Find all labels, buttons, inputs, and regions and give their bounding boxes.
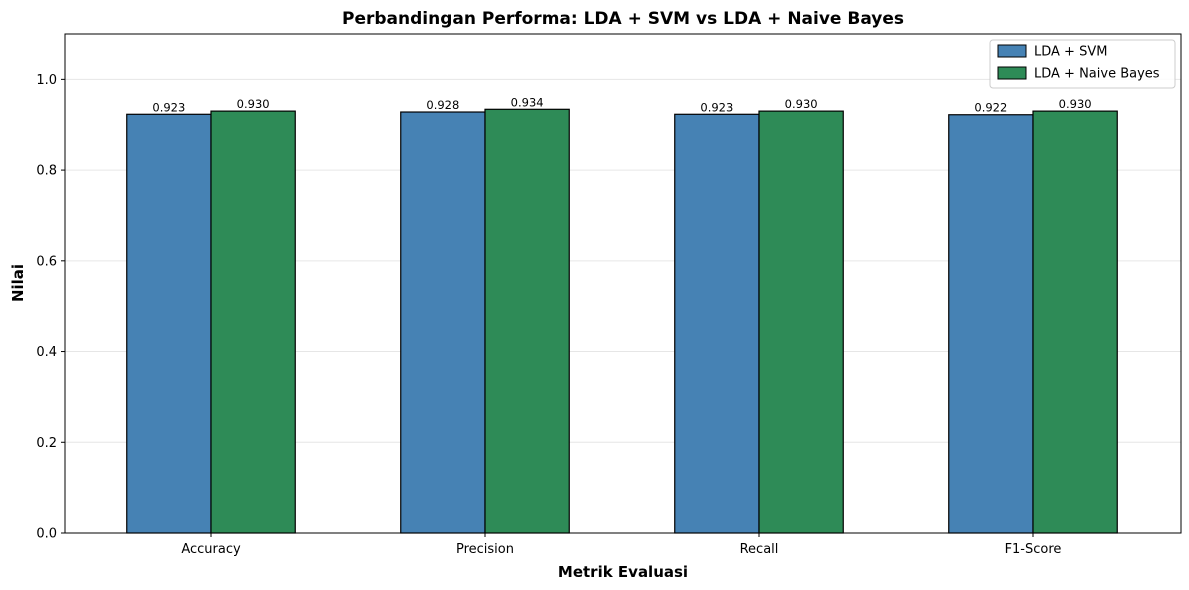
bar-svm [400, 111, 486, 534]
bar-svm [948, 114, 1034, 534]
bar-value-label: 0.930 [1059, 97, 1092, 111]
y-tick-label: 0.6 [36, 254, 57, 269]
bars [126, 108, 1118, 534]
bar-naive-bayes [484, 108, 570, 534]
y-axis-label: Nilai [9, 264, 27, 302]
legend-entry: LDA + SVM [1034, 45, 1107, 60]
bar-naive-bayes [210, 110, 296, 534]
bar-svm [674, 113, 760, 534]
legend-swatch [997, 66, 1027, 80]
y-tick-label: 0.8 [36, 164, 57, 179]
legend-entry: LDA + Naive Bayes [1034, 67, 1160, 82]
x-tick-label: Recall [740, 542, 779, 557]
bar-value-label: 0.922 [974, 101, 1007, 115]
y-tick-label: 0.2 [36, 436, 57, 451]
bar-value-label: 0.930 [785, 97, 818, 111]
y-tick-label: 1.0 [36, 73, 57, 88]
bar-naive-bayes [758, 110, 844, 534]
bar-value-label: 0.930 [237, 97, 270, 111]
bar-value-label: 0.928 [426, 98, 459, 112]
x-axis-label: Metrik Evaluasi [558, 563, 688, 581]
x-tick-label: Accuracy [181, 542, 241, 557]
x-axis-ticks: Accuracy Precision Recall F1-Score [181, 533, 1061, 557]
bar-value-label: 0.934 [511, 95, 544, 109]
legend-box [989, 39, 1176, 89]
y-tick-label: 0.0 [36, 527, 57, 542]
bar-svm [126, 113, 212, 534]
y-axis-ticks: 0.0 0.2 0.4 0.6 0.8 1.0 [36, 73, 65, 542]
x-tick-label: Precision [456, 542, 514, 557]
plot-area-frame [64, 33, 1182, 534]
value-labels: 0.923 0.930 0.928 0.934 0.923 0.930 0.922 0.930 [152, 95, 1091, 114]
y-tick-label: 0.4 [36, 345, 57, 360]
bar-value-label: 0.923 [700, 100, 733, 114]
chart-title: Perbandingan Performa: LDA + SVM vs LDA … [342, 9, 904, 29]
legend: LDA + SVM LDA + Naive Bayes [989, 39, 1176, 89]
bar-value-label: 0.923 [152, 100, 185, 114]
x-tick-label: F1-Score [1005, 542, 1062, 557]
legend-swatch [997, 44, 1027, 58]
bar-naive-bayes [1032, 110, 1118, 534]
